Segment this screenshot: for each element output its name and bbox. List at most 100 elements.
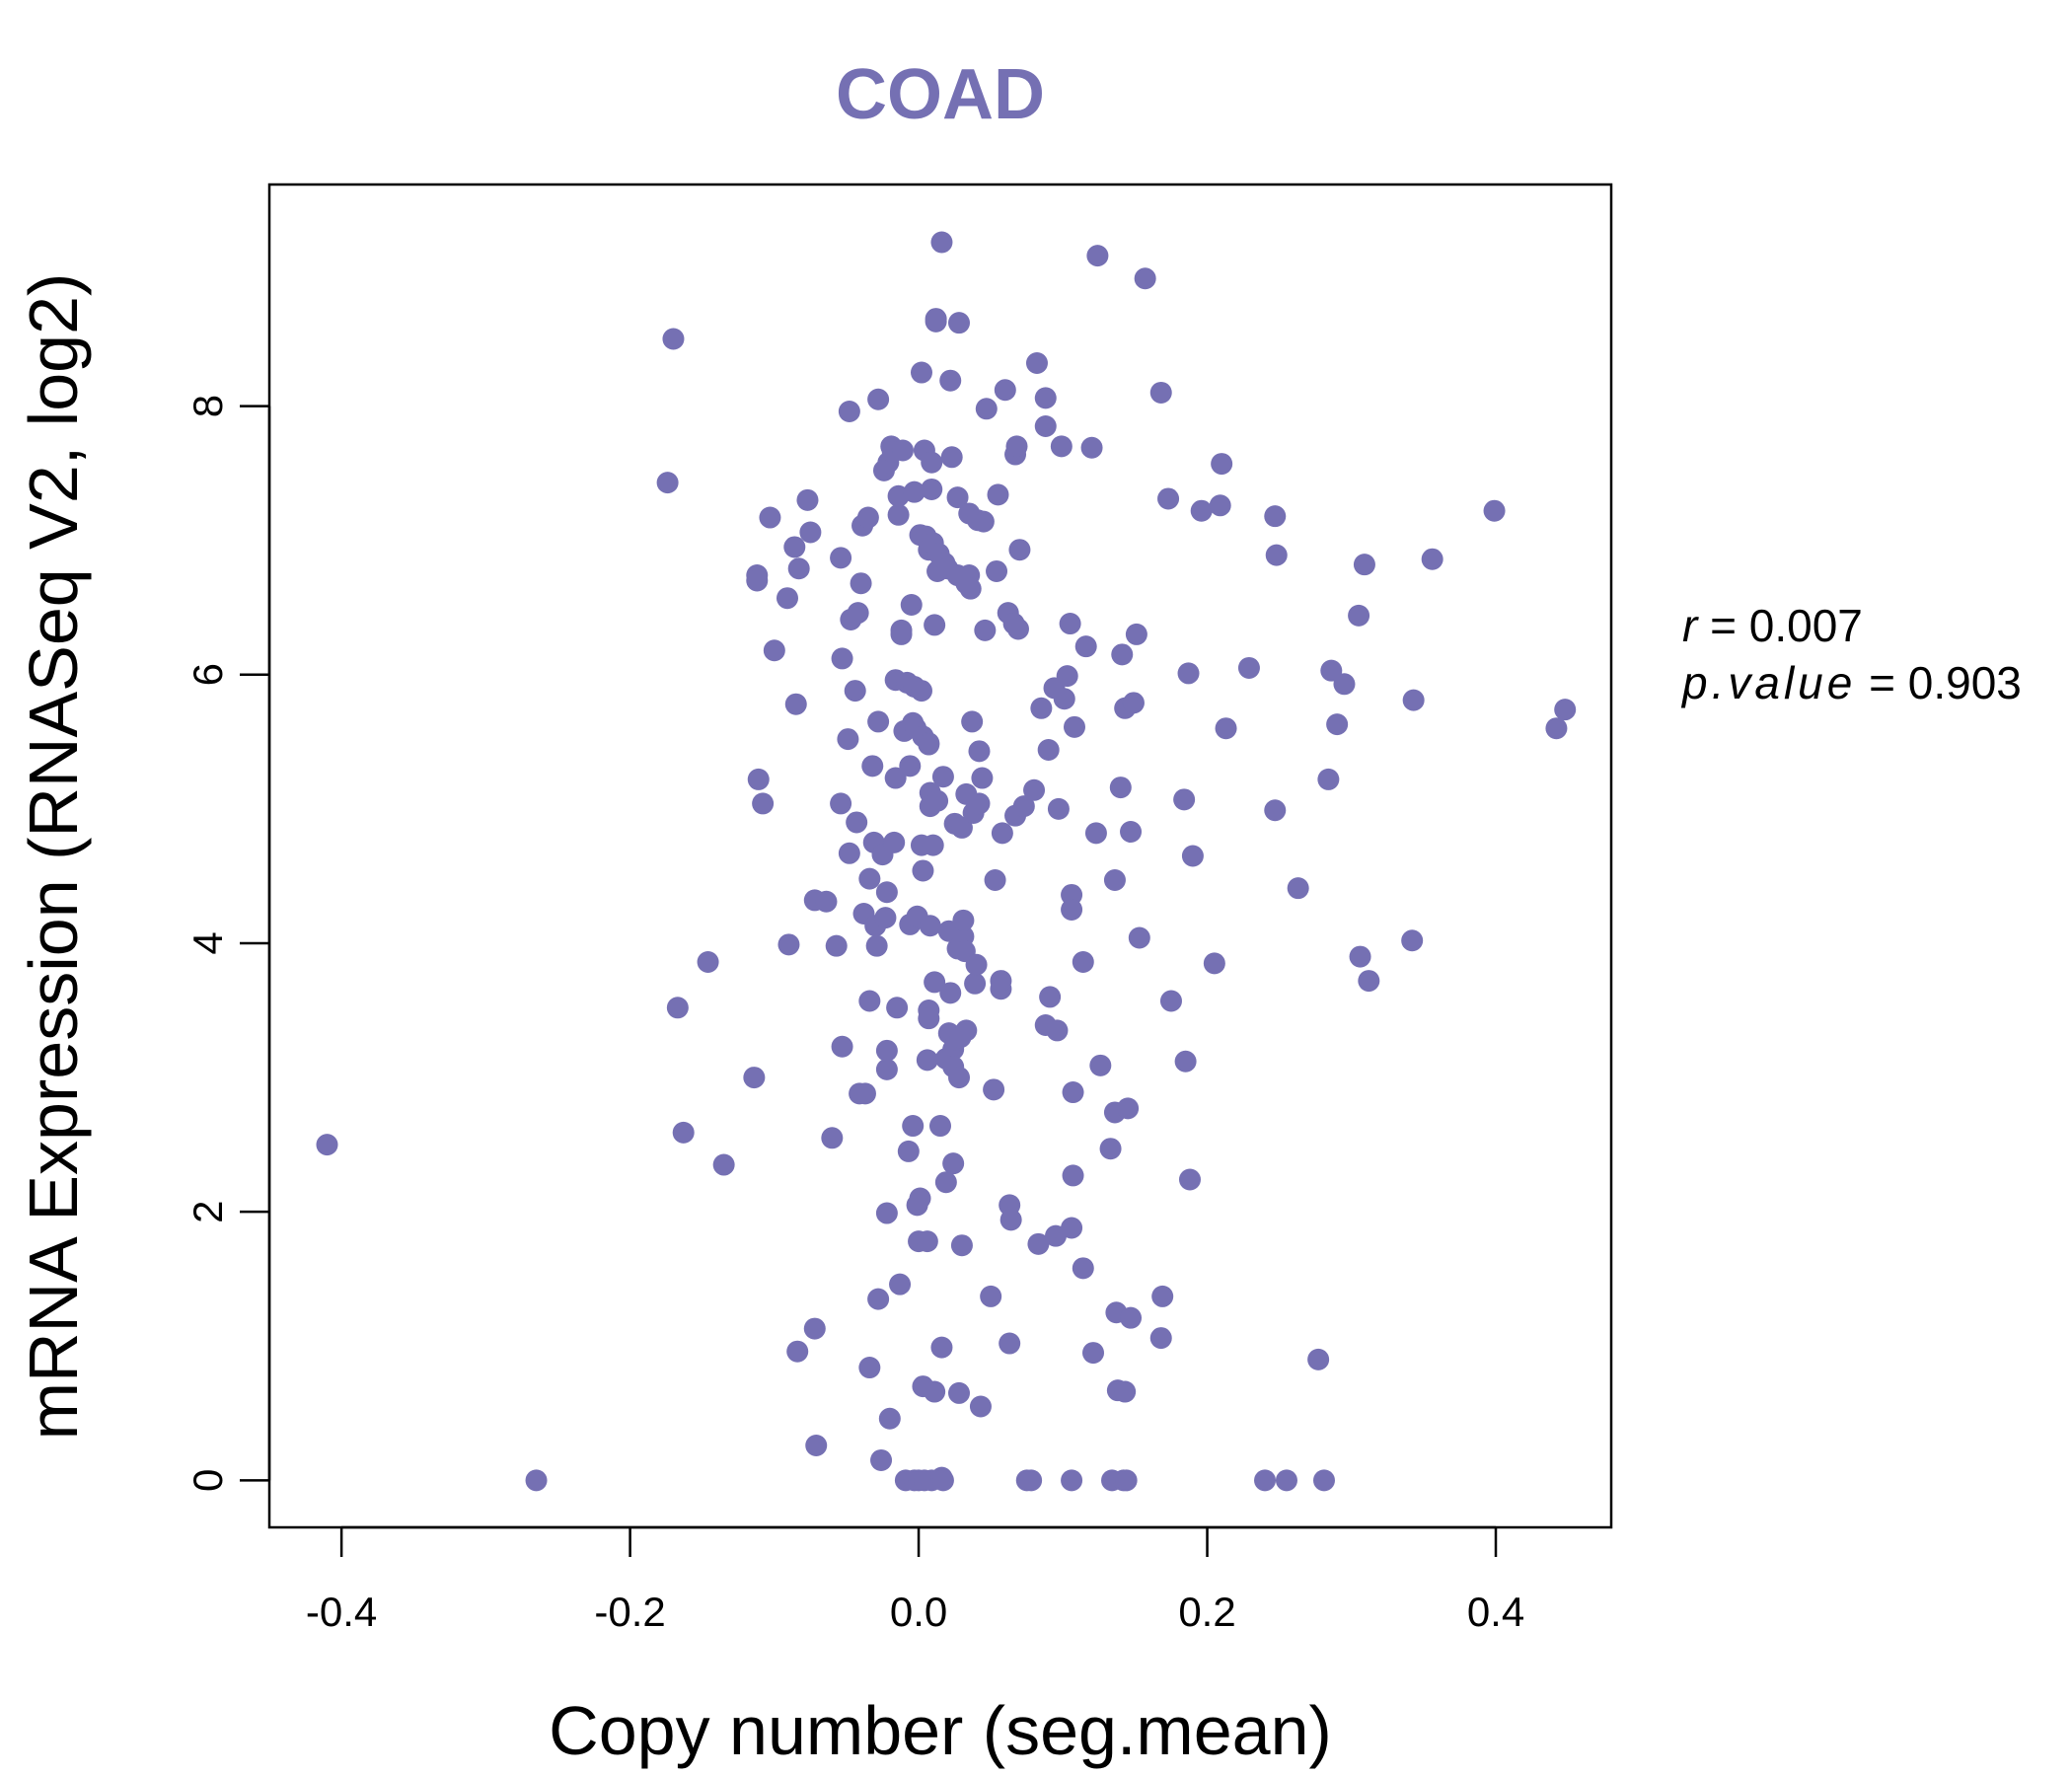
x-tick-label: -0.4: [306, 1589, 377, 1635]
data-point: [952, 909, 975, 931]
data-point: [1089, 1054, 1112, 1076]
data-point: [746, 569, 769, 592]
data-point: [934, 1171, 957, 1194]
data-point: [965, 953, 988, 976]
data-point: [1402, 689, 1425, 711]
r-label: r: [1682, 600, 1699, 651]
data-point: [787, 557, 810, 580]
data-point: [930, 1336, 953, 1359]
data-point: [1264, 799, 1287, 822]
data-point: [1012, 795, 1035, 818]
data-point: [837, 728, 859, 751]
p-value-label: p.value: [1680, 657, 1856, 708]
data-point: [999, 1332, 1021, 1355]
data-point: [921, 451, 943, 474]
data-point: [1333, 673, 1356, 696]
data-point: [886, 997, 909, 1019]
data-point: [662, 328, 685, 350]
data-point: [1287, 877, 1309, 900]
data-point: [783, 536, 806, 558]
x-tick-label: 0.2: [1178, 1589, 1235, 1635]
data-point: [853, 1082, 876, 1105]
data-point: [948, 312, 971, 334]
data-point: [1061, 898, 1083, 921]
data-point: [980, 1285, 1002, 1307]
data-point: [1312, 1469, 1335, 1492]
data-point: [1307, 1348, 1330, 1370]
correlation-stats: r = 0.007 p.value = 0.903: [1680, 600, 2022, 708]
data-point: [815, 890, 838, 913]
data-point: [1174, 1050, 1197, 1073]
data-point: [964, 972, 987, 995]
x-tick-label: 0.4: [1467, 1589, 1524, 1635]
data-point: [316, 1134, 338, 1156]
data-point: [925, 308, 947, 331]
data-point: [1023, 778, 1046, 801]
data-point: [1103, 868, 1126, 891]
data-point: [1254, 1469, 1277, 1492]
data-point: [743, 1067, 766, 1089]
data-point: [847, 602, 869, 625]
data-point: [1117, 1097, 1140, 1120]
data-point: [903, 481, 925, 503]
data-point: [994, 379, 1016, 402]
data-point: [1483, 499, 1506, 522]
data-point: [1109, 777, 1132, 799]
data-point: [1120, 1306, 1143, 1329]
data-point: [1047, 797, 1070, 820]
data-point: [805, 1434, 828, 1456]
data-point: [1082, 1342, 1105, 1365]
y-axis: 0 2 4 6 8: [185, 395, 271, 1492]
data-point: [1115, 1469, 1138, 1492]
data-point: [1275, 1469, 1297, 1492]
data-point: [1190, 499, 1213, 522]
data-point: [972, 510, 995, 533]
data-point: [1181, 845, 1204, 867]
data-point: [931, 766, 954, 788]
data-point: [961, 710, 984, 733]
data-point: [874, 907, 897, 929]
y-tick-label: 8: [185, 395, 231, 417]
x-tick-label: -0.2: [594, 1589, 665, 1635]
data-point: [1177, 662, 1200, 685]
data-point: [875, 881, 898, 904]
data-point: [867, 710, 890, 733]
data-point: [918, 1007, 940, 1030]
data-point: [987, 483, 1009, 506]
data-point: [803, 1317, 826, 1340]
data-point: [1209, 494, 1231, 517]
data-point: [1421, 548, 1443, 570]
data-point: [1072, 951, 1094, 974]
data-point: [1203, 952, 1225, 975]
data-point: [1064, 715, 1085, 738]
data-point: [875, 1058, 898, 1080]
data-point: [924, 971, 946, 994]
data-point: [1265, 544, 1288, 566]
data-point: [858, 990, 881, 1012]
x-axis-title: Copy number (seg.mean): [549, 1692, 1332, 1769]
data-point: [1037, 738, 1060, 761]
data-point: [930, 231, 953, 254]
y-tick-label: 6: [185, 663, 231, 686]
data-point: [924, 1380, 946, 1403]
data-point: [656, 472, 679, 494]
data-point: [1151, 1285, 1174, 1307]
data-point: [959, 577, 982, 600]
data-point: [946, 486, 969, 509]
data-point: [796, 488, 819, 511]
data-point: [890, 623, 913, 645]
data-point: [1237, 656, 1260, 679]
data-point: [858, 1357, 881, 1379]
data-point: [939, 369, 962, 392]
y-axis-title: mRNA Expression (RNASeq V2, log2): [15, 273, 92, 1441]
data-point: [899, 755, 922, 777]
data-point: [921, 478, 943, 500]
data-point: [939, 982, 962, 1004]
data-point: [844, 680, 866, 703]
data-point: [929, 1115, 951, 1138]
data-point: [777, 933, 800, 956]
x-axis: -0.4 -0.2 0.0 0.2 0.4: [306, 1525, 1524, 1635]
data-point: [1025, 352, 1048, 375]
data-point: [1173, 788, 1196, 811]
data-point: [916, 1049, 938, 1072]
